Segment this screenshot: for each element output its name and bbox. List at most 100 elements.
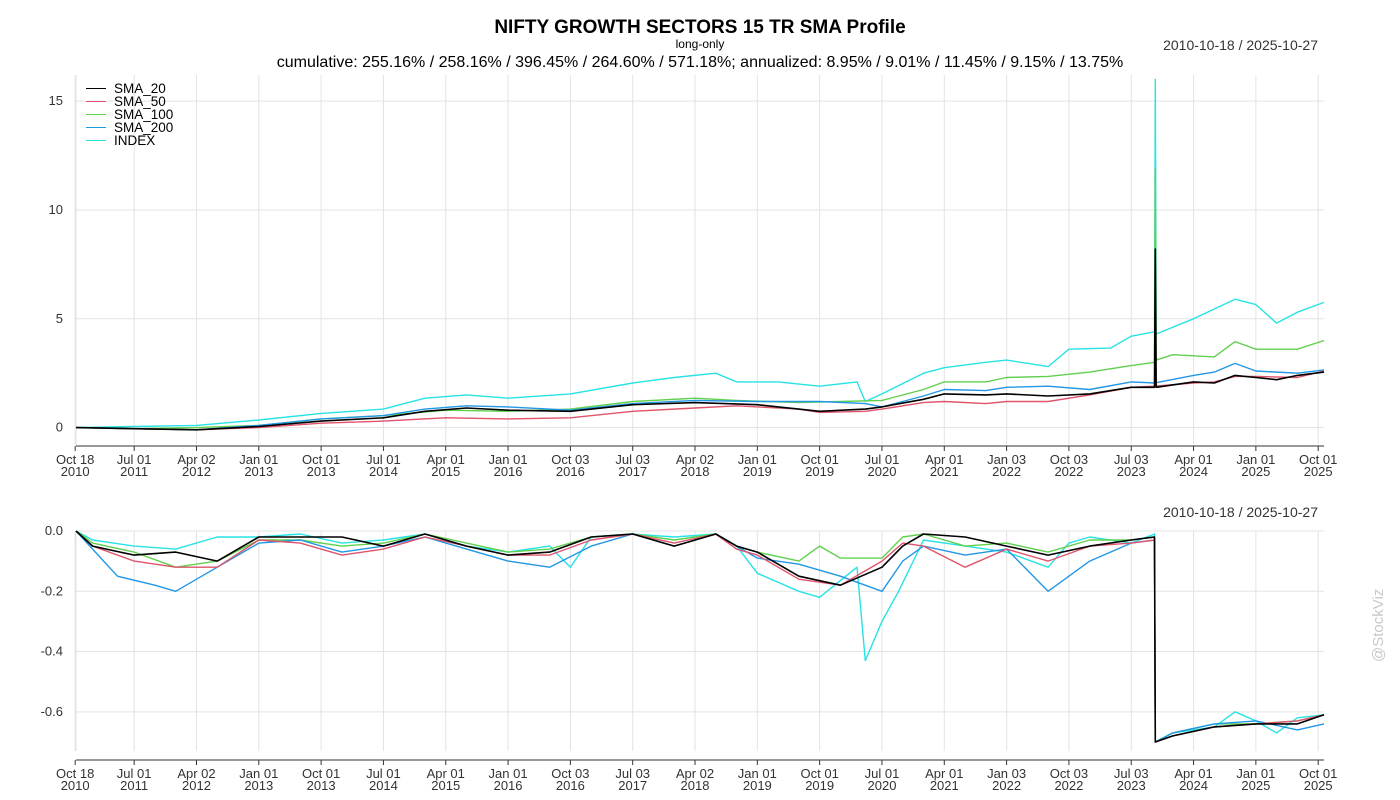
x-tick-label: Apr 01 [427, 452, 465, 467]
x-tick-year-label: 2025 [1304, 464, 1333, 479]
x-tick-label: Jan 01 [489, 452, 528, 467]
x-tick-label: Apr 01 [1174, 452, 1212, 467]
x-tick-label: Jul 01 [366, 452, 401, 467]
date-range-bottom: 2010-10-18 / 2025-10-27 [1163, 504, 1318, 520]
x-tick-year-label: 2014 [369, 464, 398, 479]
y-tick-label: 0.0 [45, 523, 63, 538]
y-tick-label: -0.4 [41, 644, 63, 659]
x-tick-label: Apr 01 [427, 766, 465, 781]
legend-swatch [86, 88, 106, 89]
x-tick-year-label: 2022 [1054, 464, 1083, 479]
series-line-sma-100 [75, 530, 1325, 743]
x-tick-label: Oct 18 [56, 452, 94, 467]
legend-entry-sma-200: SMA_200 [86, 121, 173, 134]
x-tick-label: Jan 01 [489, 766, 528, 781]
y-tick-label: -0.6 [41, 704, 63, 719]
x-tick-year-label: 2018 [681, 778, 710, 793]
x-tick-year-label: 2011 [120, 464, 148, 479]
x-tick-label: Jan 03 [987, 766, 1026, 781]
x-tick-label: Apr 01 [1174, 766, 1212, 781]
x-tick-year-label: 2016 [556, 464, 585, 479]
x-tick-label: Jan 01 [239, 766, 278, 781]
x-tick-label: Oct 03 [551, 766, 589, 781]
x-tick-label: Jul 01 [865, 452, 900, 467]
series-line-sma-20 [75, 248, 1325, 431]
legend-label: SMA_200 [114, 120, 174, 135]
legend-entry-sma-100: SMA_100 [86, 108, 173, 121]
y-tick-label: 15 [49, 93, 63, 108]
x-tick-label: Oct 01 [801, 766, 839, 781]
x-tick-year-label: 2016 [494, 778, 523, 793]
x-tick-label: Oct 03 [1050, 766, 1088, 781]
legend-swatch [86, 140, 106, 141]
y-tick-label: 0 [56, 420, 63, 435]
x-tick-label: Oct 01 [801, 452, 839, 467]
series-line-sma-200 [75, 530, 1325, 743]
x-tick-label: Apr 02 [177, 452, 215, 467]
legend-entry-index: INDEX [86, 134, 173, 147]
x-tick-label: Jul 03 [615, 452, 650, 467]
x-tick-year-label: 2025 [1241, 464, 1270, 479]
x-tick-label: Jan 01 [239, 452, 278, 467]
x-tick-year-label: 2011 [120, 778, 148, 793]
x-tick-year-label: 2014 [369, 778, 398, 793]
x-tick-year-label: 2025 [1241, 778, 1270, 793]
x-tick-year-label: 2021 [930, 464, 959, 479]
x-tick-label: Jul 03 [1114, 766, 1149, 781]
chart-subtitle: long-only [675, 37, 725, 51]
x-tick-year-label: 2012 [182, 778, 211, 793]
series-line-index [75, 78, 1325, 429]
legend-label: SMA_20 [114, 81, 166, 96]
x-tick-label: Jul 01 [117, 766, 152, 781]
x-tick-label: Oct 01 [1299, 766, 1337, 781]
x-tick-year-label: 2016 [556, 778, 585, 793]
x-tick-year-label: 2010 [61, 464, 90, 479]
x-tick-year-label: 2024 [1179, 464, 1208, 479]
x-tick-year-label: 2015 [431, 464, 460, 479]
x-tick-year-label: 2022 [992, 778, 1021, 793]
legend-swatch [86, 127, 106, 128]
x-tick-label: Jan 01 [738, 452, 777, 467]
x-tick-label: Oct 18 [56, 766, 94, 781]
y-tick-label: 10 [49, 202, 63, 217]
x-tick-label: Oct 03 [1050, 452, 1088, 467]
x-tick-label: Jul 01 [366, 766, 401, 781]
x-tick-year-label: 2015 [431, 778, 460, 793]
x-tick-year-label: 2012 [182, 464, 211, 479]
series-line-sma-200 [75, 362, 1325, 431]
x-tick-label: Jan 01 [738, 766, 777, 781]
x-tick-label: Jul 03 [615, 766, 650, 781]
x-tick-year-label: 2017 [618, 778, 647, 793]
x-tick-year-label: 2013 [307, 464, 336, 479]
x-tick-year-label: 2013 [307, 778, 336, 793]
x-tick-label: Jul 03 [1114, 452, 1149, 467]
y-tick-label: 5 [56, 311, 63, 326]
date-range-top: 2010-10-18 / 2025-10-27 [1163, 37, 1318, 53]
x-tick-year-label: 2024 [1179, 778, 1208, 793]
x-tick-label: Apr 02 [676, 766, 714, 781]
y-tick-label: -0.2 [41, 583, 63, 598]
x-tick-year-label: 2013 [244, 778, 273, 793]
x-tick-year-label: 2020 [868, 778, 897, 793]
x-tick-label: Oct 01 [302, 452, 340, 467]
x-tick-year-label: 2013 [244, 464, 273, 479]
x-tick-year-label: 2010 [61, 778, 90, 793]
x-tick-year-label: 2019 [743, 778, 772, 793]
x-tick-label: Apr 02 [177, 766, 215, 781]
x-tick-label: Jan 01 [1236, 766, 1275, 781]
legend-swatch [86, 114, 106, 115]
x-tick-label: Apr 02 [676, 452, 714, 467]
x-tick-year-label: 2021 [930, 778, 959, 793]
x-tick-label: Oct 03 [551, 452, 589, 467]
x-tick-label: Apr 01 [925, 452, 963, 467]
legend-swatch [86, 101, 106, 102]
legend-label: SMA_50 [114, 94, 166, 109]
x-tick-year-label: 2023 [1117, 464, 1146, 479]
x-tick-label: Oct 01 [1299, 452, 1337, 467]
x-tick-label: Oct 01 [302, 766, 340, 781]
series-line-sma-50 [75, 530, 1325, 743]
x-tick-year-label: 2025 [1304, 778, 1333, 793]
x-tick-label: Jan 01 [1236, 452, 1275, 467]
legend-entry-sma-50: SMA_50 [86, 95, 173, 108]
